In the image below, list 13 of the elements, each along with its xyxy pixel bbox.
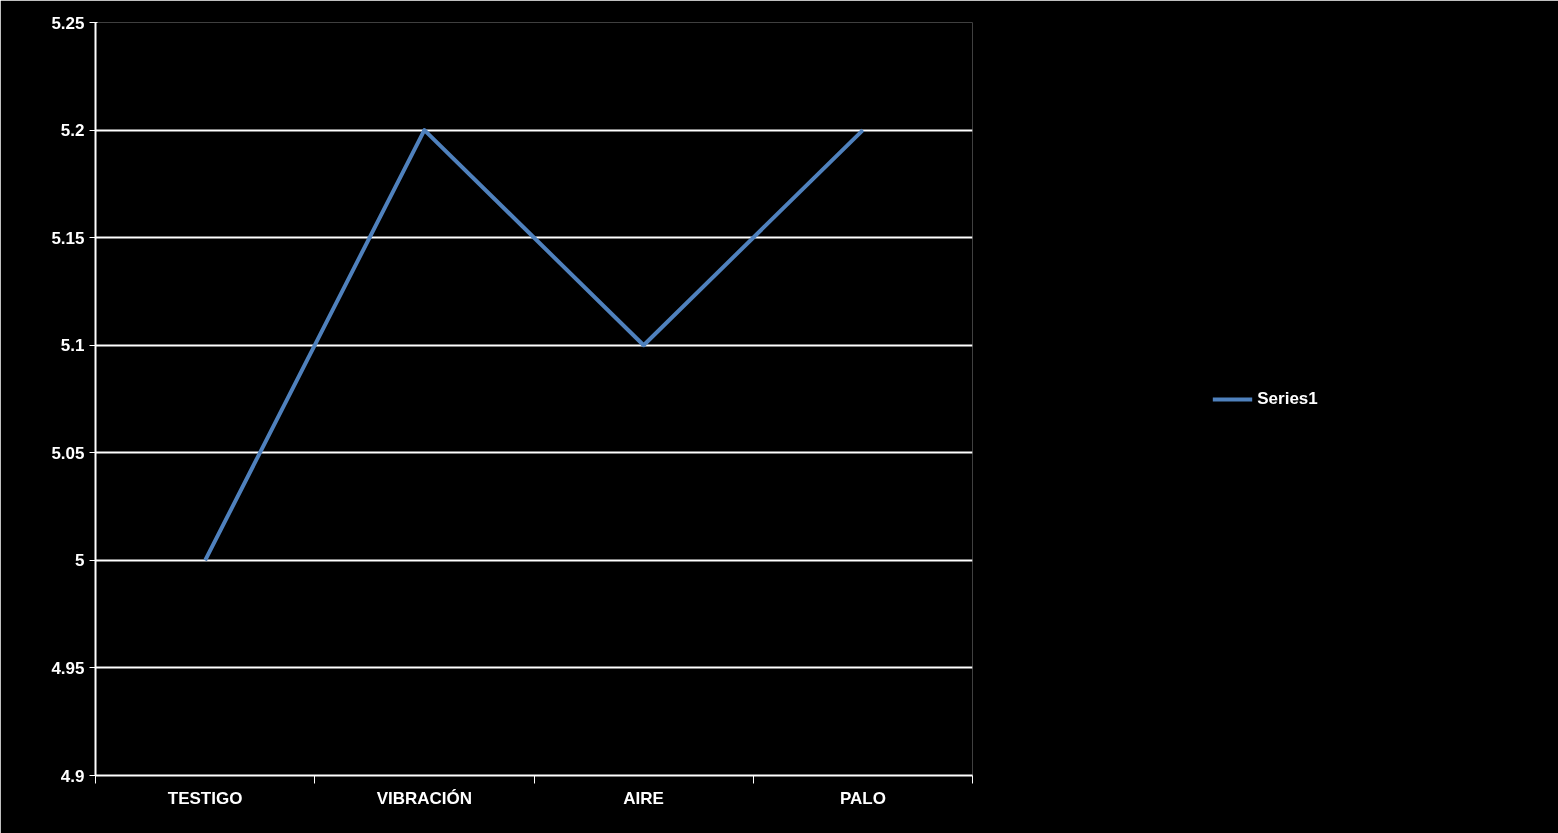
y-tick-label: 5.25 [51, 13, 85, 33]
y-tick-label: 5.15 [51, 228, 85, 248]
y-tick-label: 5.2 [60, 121, 85, 141]
x-tick-label: PALO [839, 788, 886, 808]
legend-label: Series1 [1257, 388, 1318, 409]
y-tick-label: 5 [75, 551, 85, 571]
y-tick-label: 4.9 [60, 766, 85, 786]
x-tick-label: TESTIGO [167, 788, 243, 808]
y-tick-label: 5.05 [51, 443, 85, 463]
x-tick-label: AIRE [623, 788, 664, 808]
y-tick-label: 5.1 [60, 336, 85, 356]
y-tick-label: 4.95 [51, 658, 85, 678]
x-tick-label: VIBRACIÓN [376, 788, 473, 808]
